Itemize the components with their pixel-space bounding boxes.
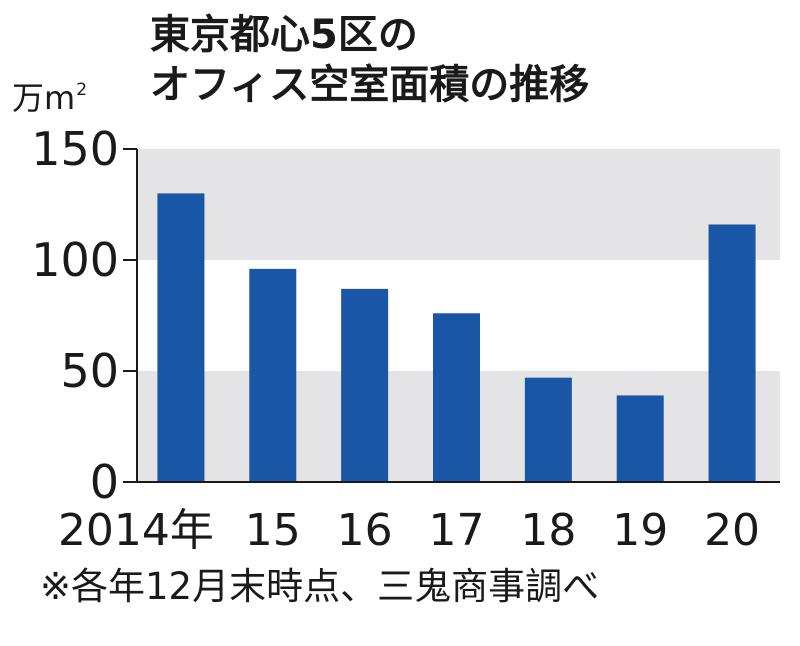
background-band [137,149,780,260]
x-tick-label: 17 [429,505,485,556]
bar [708,224,756,483]
y-tick-label: 150 [31,122,119,176]
y-axis-unit: 万m2 [12,70,87,118]
y-tick-label: 50 [60,344,119,398]
chart-title: 東京都心5区の オフィス空室面積の推移 [150,10,589,110]
x-tick-label: 16 [337,505,393,556]
bar [249,268,297,482]
chart-title-line2: オフィス空室面積の推移 [150,62,590,108]
y-tick-label: 100 [31,233,119,287]
y-axis [123,148,780,483]
bars [157,193,756,483]
x-tick-label: 18 [520,505,576,556]
bar [341,288,389,482]
x-tick-label: 15 [245,505,301,556]
source-note: ※各年12月末時点、三鬼商事調べ [40,565,600,608]
y-tick-labels: 0 50 100 150 [31,122,119,509]
y-tick-label: 0 [90,455,119,509]
x-tick-label: 19 [612,505,668,556]
y-axis-unit-superscript: 2 [76,80,88,100]
y-axis-unit-text: 万m [12,79,76,117]
chart-title-line1: 東京都心5区の [150,12,418,58]
x-tick-label: 20 [704,505,760,556]
x-tick-labels: 2014年 15 16 17 18 19 20 [58,505,760,556]
bar [616,395,664,482]
bar [433,313,480,482]
bar [157,193,205,482]
bar [524,377,572,482]
x-tick-label: 2014年 [58,505,214,556]
